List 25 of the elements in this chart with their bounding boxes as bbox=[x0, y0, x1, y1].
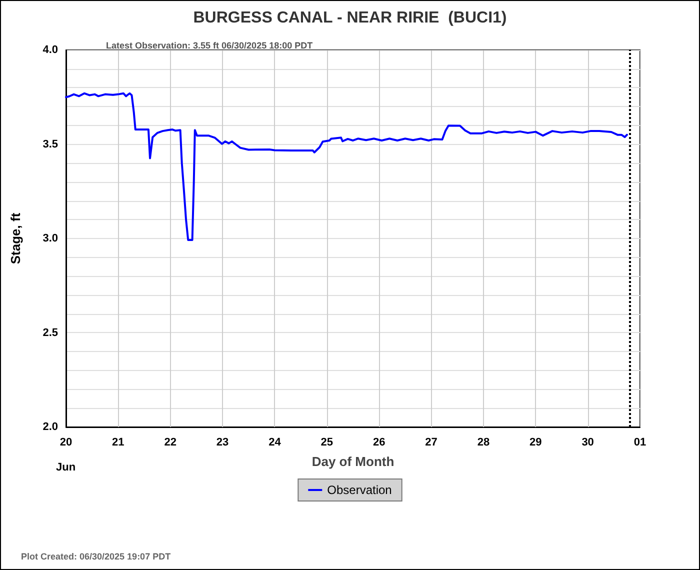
x-axis-title: Day of Month bbox=[312, 454, 394, 469]
x-tick-label: 21 bbox=[112, 436, 124, 448]
x-tick-label: 28 bbox=[477, 436, 490, 448]
x-tick-label: 30 bbox=[582, 436, 594, 448]
legend-label: Observation bbox=[327, 483, 392, 497]
text: Jun bbox=[56, 462, 76, 474]
x-tick-label: 22 bbox=[164, 436, 176, 448]
line-series bbox=[65, 92, 628, 242]
y-tick-label: 2.0 bbox=[42, 421, 58, 433]
chart-title: BURGESS CANAL - NEAR RIRIE (BUCI1) bbox=[193, 10, 507, 26]
x-tick-label: 24 bbox=[268, 436, 282, 448]
x-tick-label: 20 bbox=[60, 436, 72, 448]
y-tick-label: 3.5 bbox=[42, 138, 58, 150]
text: Plot Created: 06/30/2025 19:07 PDT bbox=[21, 552, 172, 562]
y-tick-label: 2.5 bbox=[42, 326, 58, 339]
x-tick-label: 25 bbox=[320, 436, 334, 448]
x-tick-label: 27 bbox=[425, 436, 438, 448]
y-axis-title: Stage, ft bbox=[8, 212, 23, 264]
x-tick-label: 01 bbox=[634, 436, 646, 448]
y-tick-label: 3.0 bbox=[42, 232, 58, 244]
x-tick-label: 29 bbox=[530, 436, 542, 448]
chart-subtitle: Latest Observation: 3.55 ft 06/30/2025 18:00 PDT bbox=[106, 40, 314, 50]
y-tick-label: 4.0 bbox=[42, 44, 58, 56]
x-tick-label: 23 bbox=[216, 436, 229, 448]
x-tick-label: 26 bbox=[372, 436, 386, 448]
